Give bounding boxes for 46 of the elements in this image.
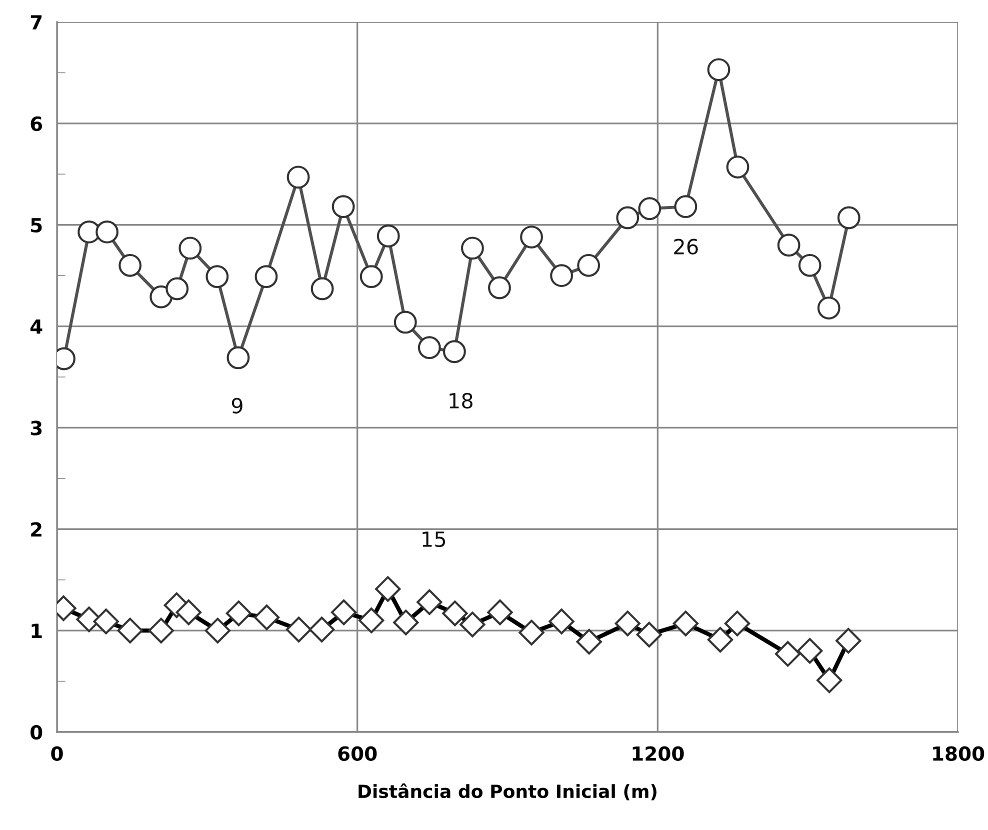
point	[418, 336, 441, 360]
annotation: 15	[422, 532, 446, 548]
point	[310, 277, 334, 300]
x-tick-label: 1200	[632, 746, 684, 761]
point	[394, 310, 417, 334]
point	[707, 58, 730, 82]
point	[254, 265, 278, 288]
point	[577, 254, 600, 277]
annotation: 9	[232, 398, 242, 414]
point	[550, 264, 574, 288]
y-tick-label: 3	[30, 420, 42, 436]
point	[726, 156, 750, 179]
x-axis-title: Distância do Ponto Inicial (m)	[358, 783, 656, 800]
point	[96, 220, 119, 244]
point	[332, 195, 355, 218]
point	[461, 236, 484, 260]
point	[638, 197, 662, 220]
y-tick-label: 2	[31, 522, 42, 537]
point	[360, 265, 383, 288]
point	[777, 234, 800, 257]
y-tick-label: 6	[30, 116, 42, 132]
point	[166, 277, 189, 300]
point	[520, 226, 543, 248]
point	[376, 224, 400, 248]
point	[286, 166, 310, 189]
y-tick-label: 7	[30, 15, 42, 30]
point	[178, 236, 202, 260]
annotation: 26	[674, 238, 698, 255]
point	[817, 296, 840, 320]
y-tick-label: 5	[31, 218, 42, 233]
point	[206, 265, 229, 288]
point	[616, 206, 640, 230]
x-tick-label: 1800	[933, 746, 984, 761]
point	[674, 195, 698, 218]
y-tick-label: 4	[30, 319, 42, 334]
point	[798, 254, 822, 277]
y-tick-label: 0	[30, 724, 42, 740]
annotation: 18	[450, 392, 472, 409]
point	[488, 276, 511, 300]
point	[442, 340, 466, 364]
y-tick-label: 1	[32, 624, 42, 638]
point	[118, 254, 142, 277]
point	[837, 206, 860, 230]
x-tick-label: 600	[338, 746, 377, 761]
point	[226, 346, 250, 370]
x-tick-label: 0	[51, 746, 63, 761]
